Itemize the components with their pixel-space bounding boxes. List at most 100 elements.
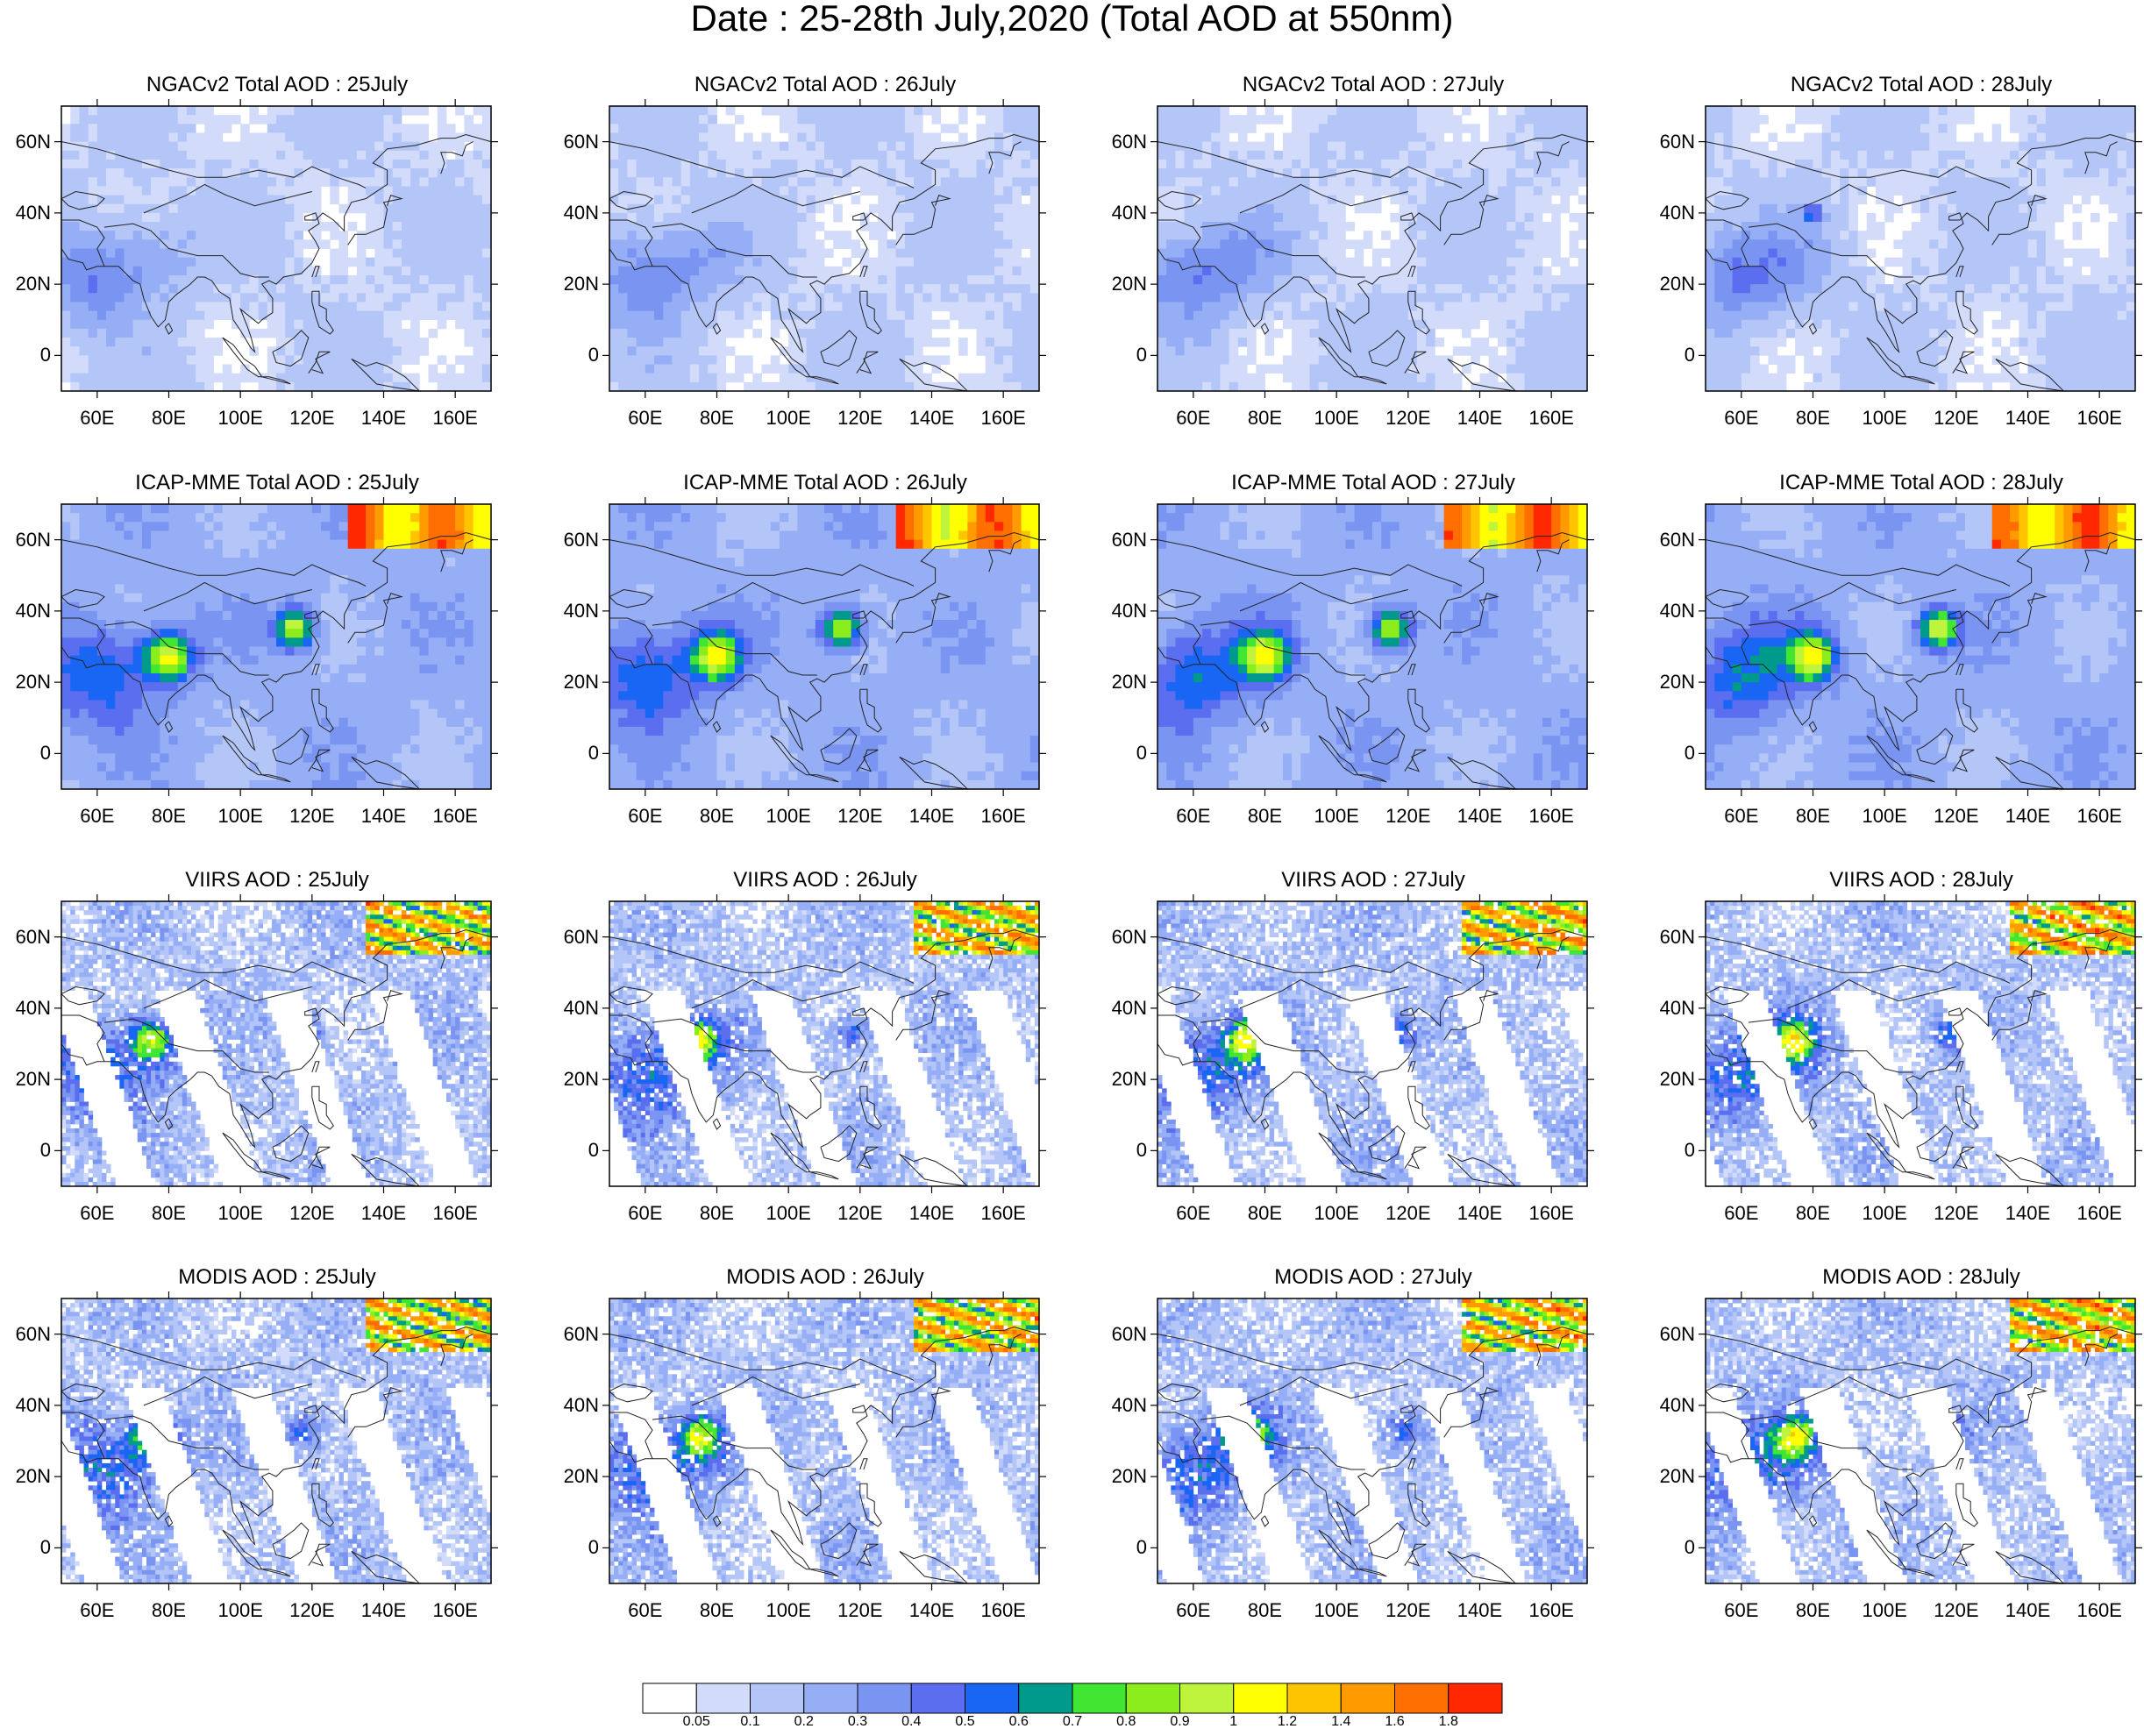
lat-tick-label: 0 xyxy=(1685,344,1695,366)
lat-tick-label: 40N xyxy=(564,1394,599,1417)
lon-tick-labels: 60E 80E 100E 120E 140E 160E xyxy=(1724,1202,2122,1224)
map-svg: 60E 80E 100E 120E 140E 160E xyxy=(602,1291,1046,1621)
panel-title: ICAP-MME Total AOD : 26July xyxy=(609,471,1041,495)
lon-tick-label: 100E xyxy=(1314,1599,1358,1621)
map-frame: 60E 80E 100E 120E 140E 160E xyxy=(54,1291,498,1623)
lon-tick-label: 160E xyxy=(432,1202,477,1224)
colorbar-label: 0.2 xyxy=(794,1714,814,1727)
lat-tick-label: 40N xyxy=(564,997,599,1020)
colorbar-swatch xyxy=(695,1683,751,1714)
lon-tick-label: 60E xyxy=(628,1599,662,1621)
colorbar: 0.05 0.1 0.2 0.3 0.4 0.5 0.6 0.7 0.8 0.9 1 1.2 1.4 1.… xyxy=(639,1682,1509,1732)
map-panel: MODIS AOD : 28July 60E 80E 100E 120E 140E 160E… xyxy=(1642,1265,2144,1651)
lat-tick-label: 40N xyxy=(16,997,51,1020)
panel-title: VIIRS AOD : 27July xyxy=(1157,868,1589,893)
lon-tick-label: 100E xyxy=(217,805,262,827)
coastlines xyxy=(61,1326,492,1584)
lat-tick-label: 60N xyxy=(1660,131,1695,153)
panel-title: MODIS AOD : 27July xyxy=(1157,1265,1589,1290)
lat-tick-label: 20N xyxy=(564,1068,599,1091)
lon-tick-label: 120E xyxy=(1385,407,1430,429)
lat-tick-label: 20N xyxy=(16,671,51,694)
colorbar-label: 1.8 xyxy=(1439,1714,1458,1727)
map-frame: 60E 80E 100E 120E 140E 160E xyxy=(602,1291,1046,1623)
lon-tick-label: 140E xyxy=(909,1202,954,1224)
aod-field xyxy=(1706,1298,2136,1584)
colorbar-swatch xyxy=(1179,1683,1235,1714)
lat-tick-label: 0 xyxy=(588,1536,599,1559)
aod-field xyxy=(61,504,492,790)
map-frame: 60E 80E 100E 120E 140E 160E xyxy=(54,99,498,430)
map-frame: 60E 80E 100E 120E 140E 160E xyxy=(602,99,1046,430)
lat-tick-label: 40N xyxy=(16,1394,51,1417)
lon-tick-label: 160E xyxy=(2076,805,2121,827)
map-svg: 60E 80E 100E 120E 140E 160E xyxy=(1150,1291,1594,1621)
coastlines xyxy=(609,1326,1040,1584)
lon-tick-label: 120E xyxy=(289,407,334,429)
map-svg: 60E 80E 100E 120E 140E 160E xyxy=(54,894,498,1224)
colorbar-swatch xyxy=(1340,1683,1395,1714)
lon-tick-labels: 60E 80E 100E 120E 140E 160E xyxy=(80,1599,478,1621)
lat-tick-label: 60N xyxy=(564,131,599,153)
lat-tick-label: 0 xyxy=(588,344,599,366)
lon-tick-label: 160E xyxy=(1528,1599,1573,1621)
aod-field xyxy=(1706,504,2136,790)
map-svg: 60E 80E 100E 120E 140E 160E xyxy=(54,1291,498,1621)
map-svg: 60E 80E 100E 120E 140E 160E xyxy=(1150,99,1594,429)
lon-tick-label: 80E xyxy=(1248,805,1282,827)
lon-tick-label: 120E xyxy=(1385,1202,1430,1224)
panel-title: NGACv2 Total AOD : 26July xyxy=(609,73,1041,97)
map-panel: NGACv2 Total AOD : 28July 60E 80E 100E 120E 1… xyxy=(1642,73,2144,459)
lat-tick-label: 60N xyxy=(1660,529,1695,551)
lon-tick-label: 100E xyxy=(1862,1202,1906,1224)
coastlines xyxy=(1705,133,2136,392)
map-panel: VIIRS AOD : 28July 60E 80E 100E 120E 140E 160E… xyxy=(1642,868,2144,1254)
colorbar-swatch xyxy=(1018,1683,1073,1714)
map-svg: 60E 80E 100E 120E 140E 160E xyxy=(602,497,1046,827)
map-panel: VIIRS AOD : 25July 60E 80E 100E 120E 140E 160E… xyxy=(0,868,524,1254)
lat-tick-label: 60N xyxy=(564,1323,599,1346)
map-panel: VIIRS AOD : 26July 60E 80E 100E 120E 140E 160E… xyxy=(546,868,1072,1254)
lon-tick-label: 100E xyxy=(1862,805,1906,827)
coastlines xyxy=(61,133,492,392)
lon-tick-label: 80E xyxy=(1796,805,1830,827)
colorbar-swatch xyxy=(1394,1683,1450,1714)
panel-title: VIIRS AOD : 28July xyxy=(1706,868,2137,893)
lon-tick-labels: 60E 80E 100E 120E 140E 160E xyxy=(628,805,1026,827)
lat-tick-label: 0 xyxy=(1136,344,1147,366)
colorbar-label: 1.6 xyxy=(1385,1714,1404,1727)
map-svg: 60E 80E 100E 120E 140E 160E xyxy=(1699,894,2142,1224)
lon-tick-label: 120E xyxy=(1385,1599,1430,1621)
lon-tick-label: 80E xyxy=(1248,1202,1282,1224)
lat-tick-label: 60N xyxy=(1112,1323,1147,1346)
map-frame: 60E 80E 100E 120E 140E 160E xyxy=(1699,894,2142,1226)
lat-tick-label: 0 xyxy=(588,742,599,765)
lon-tick-label: 120E xyxy=(1934,407,1978,429)
lat-tick-label: 0 xyxy=(1136,1139,1147,1162)
lon-tick-label: 100E xyxy=(1314,805,1358,827)
lon-tick-label: 60E xyxy=(1724,1599,1758,1621)
lat-tick-label: 40N xyxy=(564,600,599,623)
map-svg: 60E 80E 100E 120E 140E 160E xyxy=(1150,497,1594,827)
map-frame: 60E 80E 100E 120E 140E 160E xyxy=(1699,99,2142,430)
lon-tick-label: 100E xyxy=(766,1599,810,1621)
coastlines xyxy=(61,531,492,790)
colorbar-swatch xyxy=(1072,1683,1127,1714)
aod-field xyxy=(61,901,492,1187)
lon-tick-label: 140E xyxy=(909,1599,954,1621)
lat-tick-label: 0 xyxy=(1136,1536,1147,1559)
lon-tick-label: 100E xyxy=(1862,1599,1906,1621)
lon-tick-label: 80E xyxy=(152,407,186,429)
lon-tick-label: 80E xyxy=(152,805,186,827)
lon-tick-label: 80E xyxy=(1796,1202,1830,1224)
lon-tick-label: 100E xyxy=(217,1599,262,1621)
colorbar-swatch xyxy=(642,1683,697,1714)
colorbar-svg: 0.05 0.1 0.2 0.3 0.4 0.5 0.6 0.7 0.8 0.9 1 1.2 1.4 1.… xyxy=(642,1683,1503,1729)
lon-tick-label: 120E xyxy=(1934,1599,1978,1621)
map-panel: MODIS AOD : 26July 60E 80E 100E 120E 140E 160E… xyxy=(546,1265,1072,1651)
lon-tick-label: 120E xyxy=(289,1599,334,1621)
lon-tick-labels: 60E 80E 100E 120E 140E 160E xyxy=(1176,805,1574,827)
map-frame: 60E 80E 100E 120E 140E 160E xyxy=(1150,1291,1594,1623)
lon-tick-label: 140E xyxy=(1457,1202,1502,1224)
lat-tick-label: 20N xyxy=(1112,273,1147,295)
